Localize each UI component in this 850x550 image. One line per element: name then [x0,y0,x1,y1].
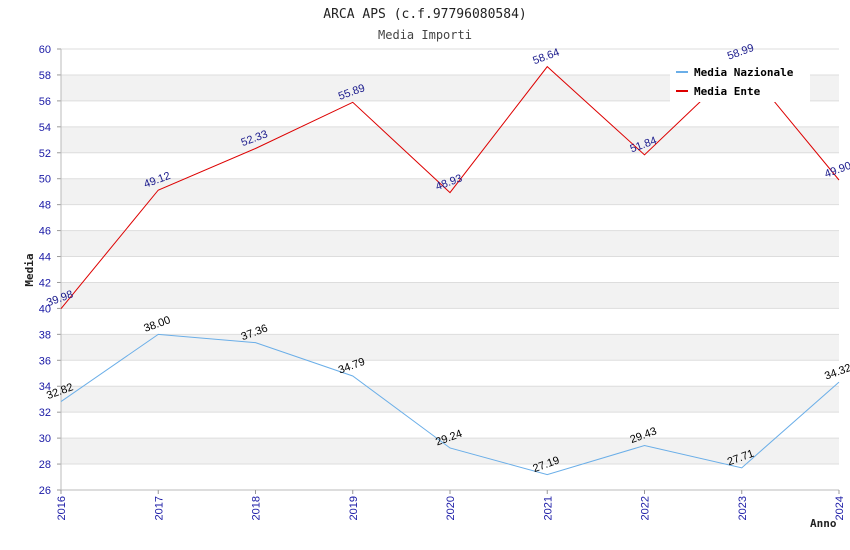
x-tick-label: 2020 [445,496,457,520]
data-label: 34.32 [823,362,850,383]
grid-band [61,178,839,205]
grid-band [61,334,839,361]
y-tick-label: 26 [39,485,51,497]
x-tick-label: 2017 [153,496,165,520]
x-tick-label: 2023 [737,496,749,520]
x-axis-label: Anno [810,517,837,530]
y-tick-label: 30 [39,433,51,445]
y-tick-label: 52 [39,148,51,160]
x-tick-label: 2024 [834,496,846,520]
y-tick-label: 32 [39,407,51,419]
y-tick-label: 38 [39,329,51,341]
grid-band [61,230,839,257]
data-label: 58.99 [726,42,756,63]
x-tick-label: 2016 [56,496,68,520]
y-tick-label: 54 [39,122,51,134]
chart-subtitle: Media Importi [378,28,472,42]
legend-label: Media Ente [694,85,761,98]
data-label: 38.00 [142,314,172,335]
series-line-1 [60,333,840,476]
grid-band [61,282,839,309]
y-tick-label: 40 [39,303,51,315]
x-tick-label: 2018 [251,496,263,520]
legend-box [670,60,810,102]
y-tick-label: 42 [39,277,51,289]
y-tick-label: 60 [39,44,51,56]
grid-band [61,438,839,465]
chart-title: ARCA APS (c.f.97796080584) [323,7,527,22]
y-axis-label: Media [23,253,36,286]
grid-band [61,386,839,413]
legend: Media Nazionale Media Ente [670,60,810,102]
data-label: 58.64 [531,46,561,67]
y-tick-label: 58 [39,70,51,82]
y-tick-label: 34 [39,381,51,393]
y-tick-label: 36 [39,355,51,367]
y-tick-label: 50 [39,174,51,186]
y-tick-label: 28 [39,459,51,471]
y-tick-label: 56 [39,96,51,108]
grid-band [61,126,839,153]
x-tick-label: 2022 [640,496,652,520]
y-tick-label: 46 [39,226,51,238]
legend-label: Media Nazionale [694,66,794,79]
x-tick-label: 2019 [348,496,360,520]
y-tick-label: 48 [39,200,51,212]
x-tick-label: 2021 [542,496,554,520]
y-tick-label: 44 [39,252,51,264]
